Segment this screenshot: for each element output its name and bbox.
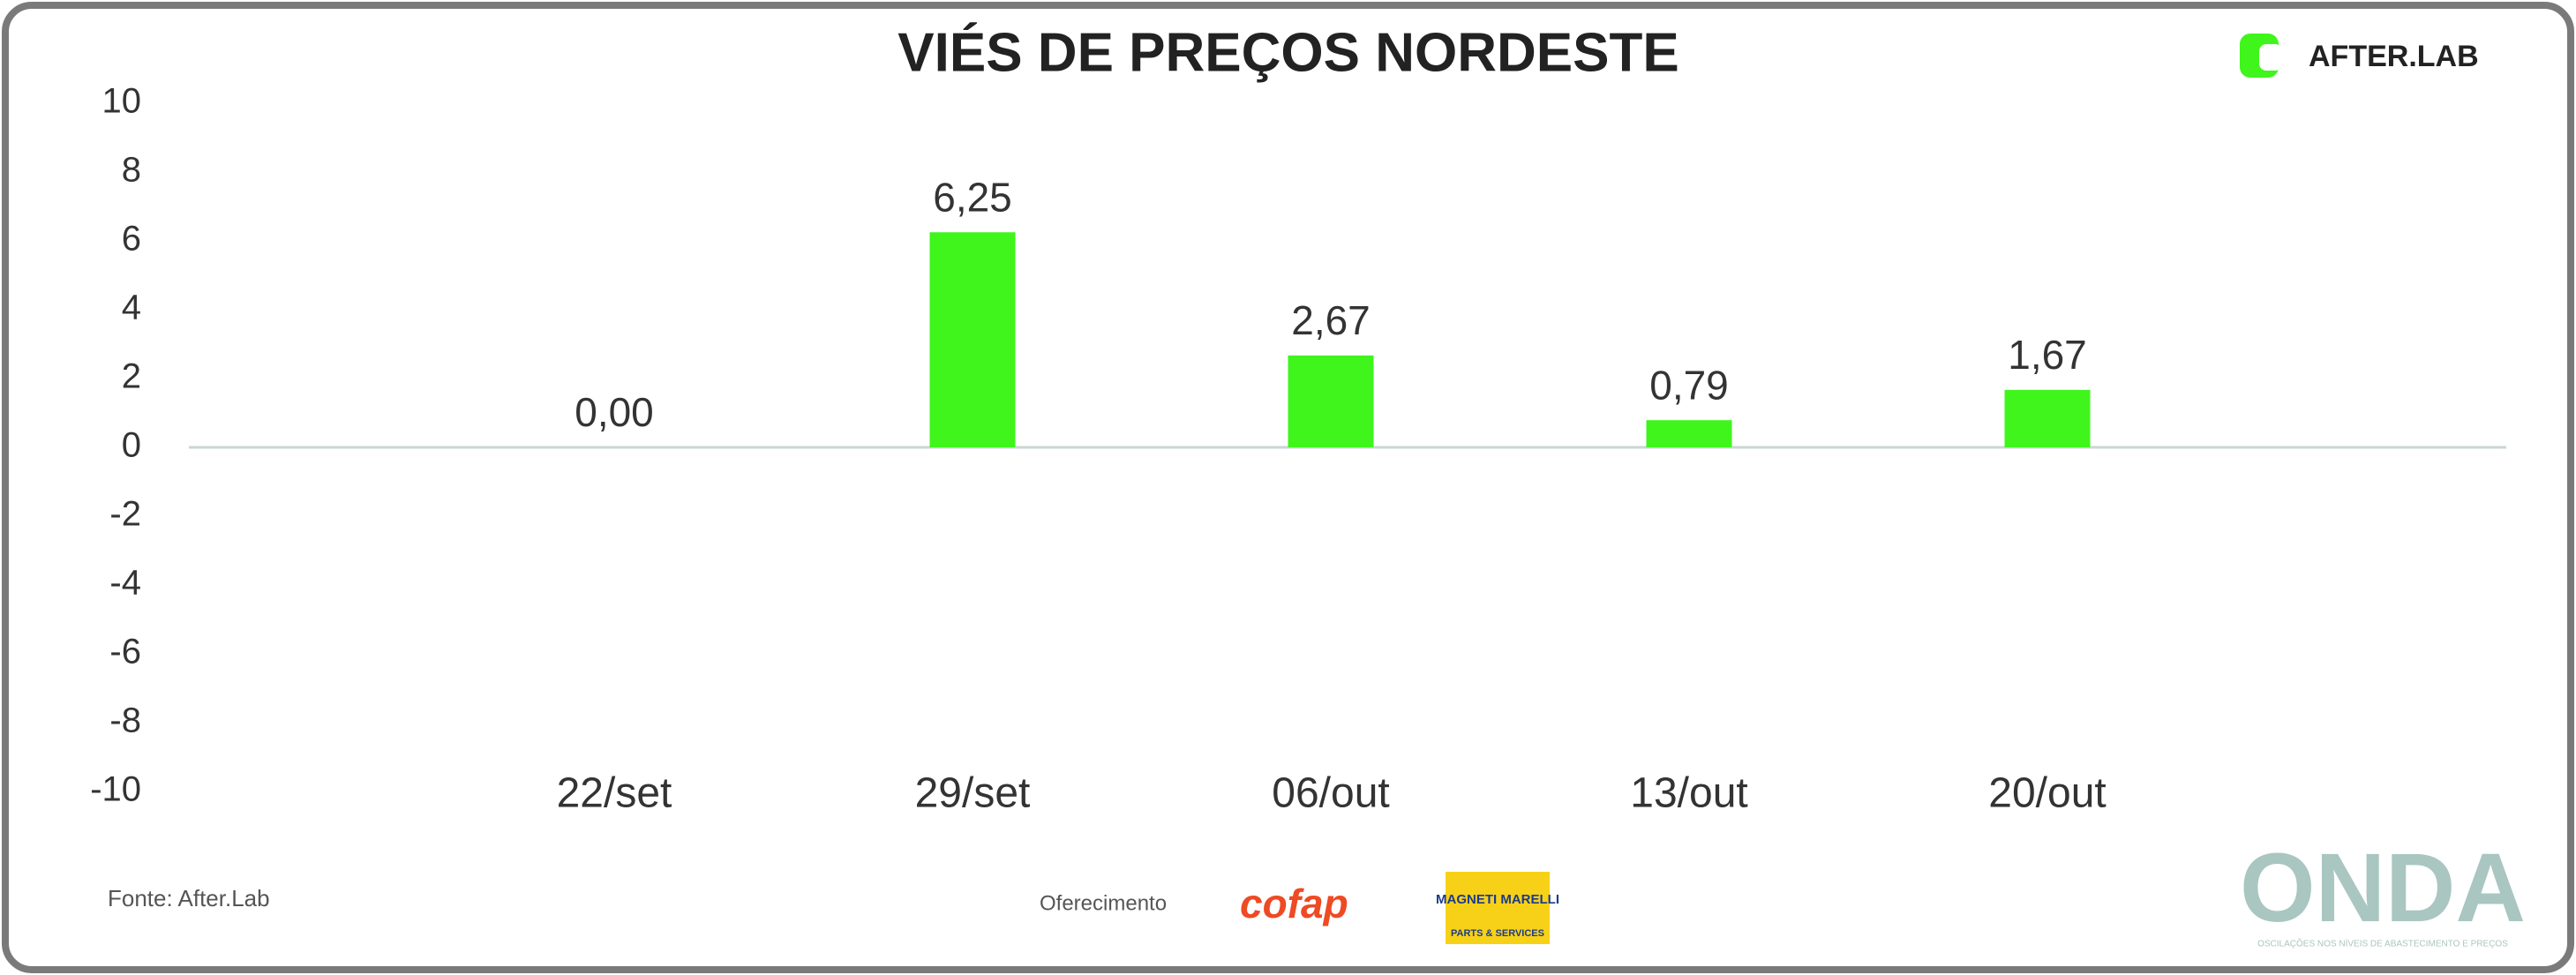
value-label: 0,79 bbox=[1649, 362, 1729, 408]
y-tick-label: 8 bbox=[122, 151, 141, 190]
bar bbox=[929, 232, 1016, 447]
sponsor-marelli-sub: PARTS & SERVICES bbox=[1451, 928, 1544, 939]
value-label: 0,00 bbox=[575, 389, 654, 435]
y-tick-label: 2 bbox=[122, 357, 141, 396]
y-tick-label: -6 bbox=[109, 633, 141, 671]
x-tick-label: 20/out bbox=[1988, 770, 2106, 817]
y-tick-label: -8 bbox=[109, 701, 141, 740]
chart-title: VIÉS DE PREÇOS NORDESTE bbox=[897, 22, 1679, 83]
source: Fonte: After.Lab bbox=[108, 885, 270, 911]
sponsor-box bbox=[1446, 872, 1550, 944]
bar bbox=[1288, 355, 1374, 447]
y-tick-label: 0 bbox=[122, 426, 141, 465]
y-tick-label: -4 bbox=[109, 564, 141, 603]
brand-sub: OSCILAÇÕES NOS NÍVEIS DE ABASTECIMENTO E… bbox=[2257, 938, 2508, 949]
y-tick-label: 10 bbox=[102, 82, 142, 121]
x-tick-label: 06/out bbox=[1272, 770, 1389, 817]
x-tick-label: 29/set bbox=[915, 770, 1031, 817]
afterlab-logo: AFTER.LAB bbox=[2240, 34, 2479, 78]
logo-mark bbox=[2259, 44, 2282, 71]
value-label: 2,67 bbox=[1291, 297, 1371, 343]
sponsor-marelli: MAGNETI MARELLI bbox=[1436, 892, 1559, 907]
value-label: 6,25 bbox=[933, 174, 1012, 220]
x-tick-label: 13/out bbox=[1630, 770, 1747, 817]
y-tick-label: -2 bbox=[109, 495, 141, 534]
bar bbox=[1646, 420, 1732, 447]
y-tick-label: -10 bbox=[90, 770, 141, 809]
y-tick-label: 4 bbox=[122, 289, 141, 327]
logo-text: AFTER.LAB bbox=[2309, 40, 2479, 73]
value-label: 1,67 bbox=[2008, 332, 2087, 378]
sponsor-cofap: cofap bbox=[1240, 881, 1348, 926]
sponsor-label: Oferecimento bbox=[1040, 891, 1167, 915]
x-tick-label: 22/set bbox=[557, 770, 672, 817]
bar bbox=[2004, 389, 2091, 447]
y-tick-label: 6 bbox=[122, 220, 141, 259]
brand: ONDA bbox=[2240, 834, 2526, 942]
